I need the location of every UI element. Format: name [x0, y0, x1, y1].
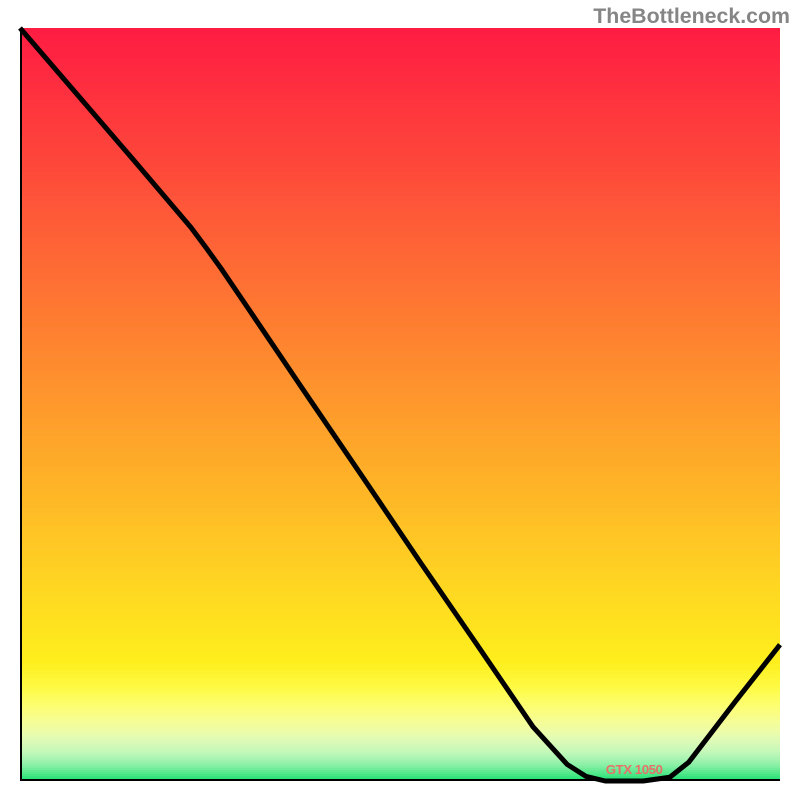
chart-root: TheBottleneck.com GTX 1050 — [0, 0, 800, 800]
plot-area: GTX 1050 — [20, 28, 780, 781]
bottleneck-curve — [20, 28, 780, 781]
optimal-gpu-marker-label: GTX 1050 — [606, 762, 663, 777]
curve-layer — [20, 28, 780, 781]
watermark-text: TheBottleneck.com — [593, 4, 790, 29]
